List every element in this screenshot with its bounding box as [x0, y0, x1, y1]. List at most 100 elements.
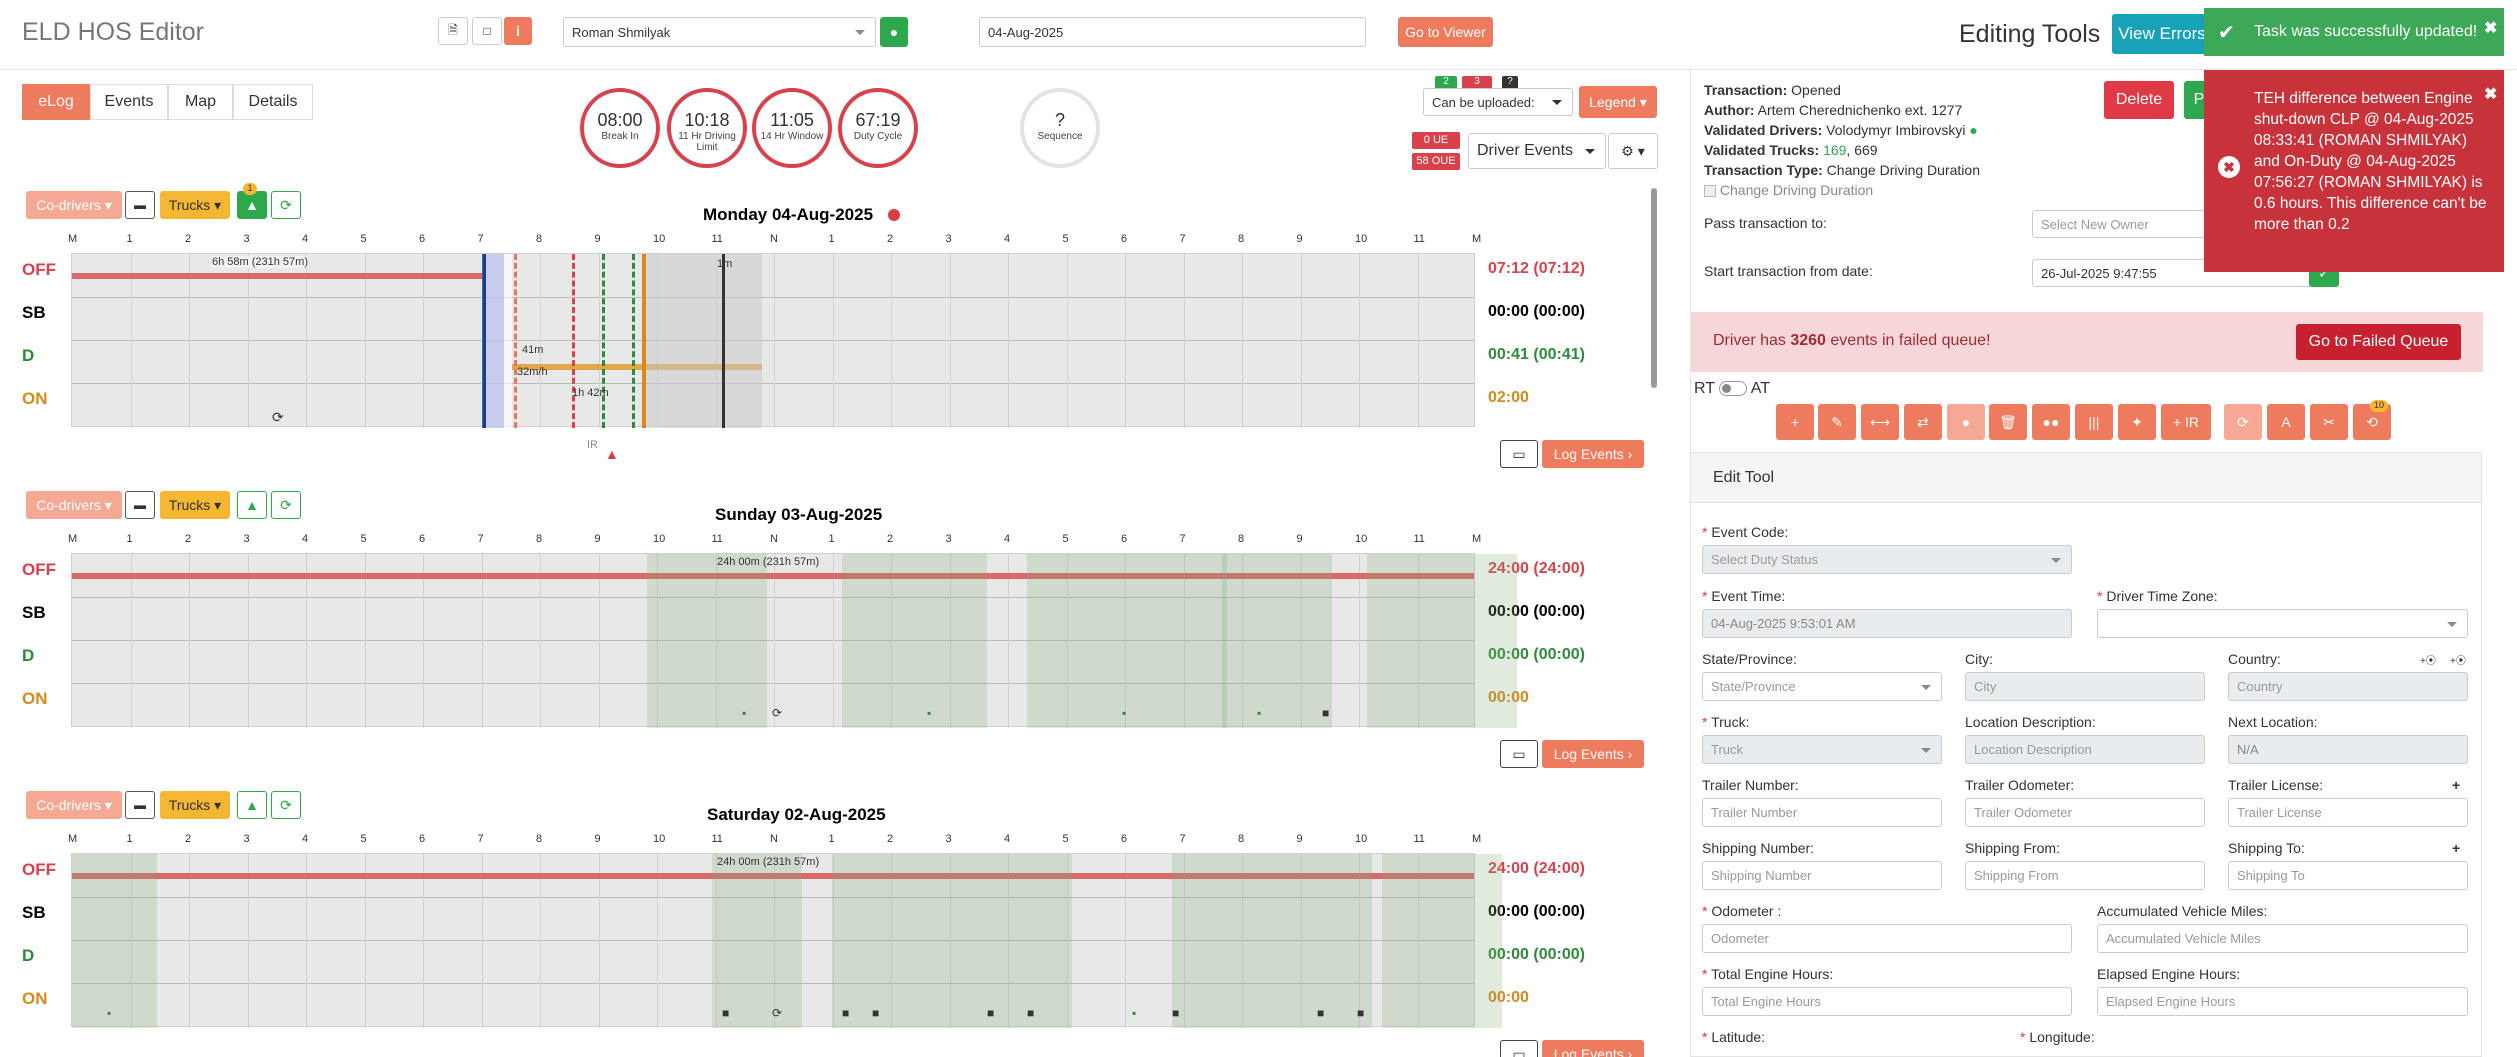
event-time-input[interactable]: 04-Aug-2025 9:53:01 AM: [1702, 609, 2072, 638]
ship-num-input[interactable]: Shipping Number: [1702, 861, 1942, 890]
columns-icon[interactable]: |||: [2075, 404, 2113, 440]
comment-icon[interactable]: ▭: [1500, 440, 1538, 468]
co-drivers-button[interactable]: Co-drivers ▾: [26, 791, 122, 819]
trash-icon[interactable]: 🗑: [1989, 404, 2027, 440]
refresh-icon[interactable]: ⟳: [271, 791, 301, 819]
go-to-failed-queue-button[interactable]: Go to Failed Queue: [2296, 324, 2461, 360]
trailer-odo-input[interactable]: Trailer Odometer: [1965, 798, 2205, 827]
trucks-button[interactable]: Trucks ▾: [160, 791, 230, 819]
truck-icon[interactable]: ▬: [125, 491, 155, 519]
log-grid[interactable]: 24h 00m (231h 57m) ▪ ■ ⟳ ■ ■ ■ ■ ▪ ■ ■ ■: [71, 853, 1502, 1028]
log-events-button[interactable]: Log Events ›: [1542, 1040, 1644, 1057]
text-format-icon[interactable]: A: [2267, 404, 2305, 440]
comment-icon[interactable]: ▭: [1500, 740, 1538, 768]
toggle-switch[interactable]: [1719, 381, 1748, 397]
hour-label: 11: [1413, 833, 1425, 845]
truck-icon[interactable]: ▬: [125, 791, 155, 819]
event-code-input[interactable]: Select Duty Status: [1702, 545, 2072, 574]
driver-select[interactable]: Roman Shmilyak: [563, 17, 876, 47]
hour-label: 7: [1179, 533, 1186, 545]
trailer-num-input[interactable]: Trailer Number: [1702, 798, 1942, 827]
co-drivers-button[interactable]: Co-drivers ▾: [26, 491, 122, 519]
truck-icon: ▪: [107, 1006, 112, 1020]
hour-label: 6: [1121, 533, 1128, 545]
date-input[interactable]: 04-Aug-2025: [979, 17, 1366, 47]
truck-icon[interactable]: ▬: [125, 191, 155, 219]
teh-input[interactable]: Total Engine Hours: [1702, 987, 2072, 1016]
acc-input[interactable]: Accumulated Vehicle Miles: [2097, 924, 2468, 953]
refresh-icon[interactable]: ⟳: [2224, 404, 2262, 440]
edit-pencil-icon[interactable]: ✎: [1818, 404, 1856, 440]
truck-input[interactable]: Truck: [1702, 735, 1942, 764]
driver-car-icon[interactable]: ▲: [237, 191, 267, 219]
change-duration-checkbox[interactable]: [1704, 185, 1716, 198]
tab-details[interactable]: Details: [233, 84, 313, 120]
tab-elog[interactable]: eLog: [22, 84, 90, 120]
settings-gear-icon[interactable]: ⚙ ▾: [1608, 133, 1658, 169]
traileric-l-input[interactable]: Trailer License: [2228, 798, 2468, 827]
ship-to-input[interactable]: Shipping To: [2228, 861, 2468, 890]
status-label-d: D: [22, 346, 35, 365]
go-to-viewer-button[interactable]: Go to Viewer: [1398, 17, 1493, 47]
driver-events-select[interactable]: Driver Events: [1468, 133, 1606, 169]
note-icon[interactable]: □: [472, 17, 502, 45]
scissors-icon[interactable]: ✂: [2310, 404, 2348, 440]
tab-events[interactable]: Events: [90, 84, 168, 120]
refresh-icon[interactable]: ⟳: [271, 491, 301, 519]
add-trailer-icon[interactable]: +: [2452, 777, 2461, 793]
country-input[interactable]: Country: [2228, 672, 2468, 701]
vertical-scrollbar[interactable]: [1651, 188, 1657, 388]
total-off: 24:00 (24:00): [1488, 560, 1585, 577]
hour-label: 10: [653, 233, 666, 245]
legend-button[interactable]: Legend ▾: [1579, 86, 1657, 118]
can-be-uploaded-select[interactable]: Can be uploaded:: [1423, 88, 1573, 116]
odo-input[interactable]: Odometer: [1702, 924, 2072, 953]
locdesc-input[interactable]: Location Description: [1965, 735, 2205, 764]
tz-input[interactable]: [2097, 609, 2468, 638]
error-toast: ✖ TEH difference between Engine shut-dow…: [2204, 70, 2504, 272]
location-pin-2-icon[interactable]: +⦿: [2450, 656, 2466, 667]
truck-icon: ▪: [927, 706, 932, 720]
city-input[interactable]: City: [1965, 672, 2205, 701]
swap-icon[interactable]: ⇄: [1904, 404, 1942, 440]
user-icon[interactable]: ●: [880, 17, 908, 47]
comment-icon[interactable]: ▭: [1500, 1040, 1538, 1057]
log-grid[interactable]: 6h 58m (231h 57m) 41m 32m/h 1h 42m 1m IR ⟳ ▲: [71, 253, 1475, 462]
hour-label: 9: [594, 833, 601, 845]
add-icon[interactable]: +: [1776, 404, 1814, 440]
shift-icon[interactable]: ⟷: [1861, 404, 1899, 440]
tab-map[interactable]: Map: [168, 84, 233, 120]
delete-button[interactable]: Delete: [2104, 81, 2174, 119]
duty-cycle-clock: 67:19 Duty Cycle: [838, 88, 918, 168]
camera-icon: ■: [1357, 1006, 1365, 1020]
trucks-button[interactable]: Trucks ▾: [160, 191, 230, 219]
ship-from-input[interactable]: Shipping From: [1965, 861, 2205, 890]
hour-label: 7: [1179, 233, 1186, 245]
eeh-input[interactable]: Elapsed Engine Hours: [2097, 987, 2468, 1016]
driving-limit-clock: 10:18 11 Hr Driving Limit: [667, 88, 747, 168]
close-icon[interactable]: ✖: [2484, 20, 2498, 37]
doc-icon[interactable]: 🗎: [438, 17, 468, 45]
view-errors-button[interactable]: View Errors: [2112, 14, 2212, 54]
log-events-button[interactable]: Log Events ›: [1542, 740, 1644, 768]
state-label-text: State/Province:: [1702, 651, 1797, 667]
trucks-button[interactable]: Trucks ▾: [160, 491, 230, 519]
person-icon[interactable]: ●: [1947, 404, 1985, 440]
driver-car-icon[interactable]: ▲: [237, 791, 267, 819]
state-input[interactable]: State/Province: [1702, 672, 1942, 701]
close-icon[interactable]: ✖: [2484, 86, 2498, 103]
rt-at-toggle[interactable]: RT AT: [1694, 380, 1770, 398]
refresh-icon[interactable]: ⟳: [271, 191, 301, 219]
add-ir-button[interactable]: + IR: [2161, 404, 2211, 440]
log-grid[interactable]: 24h 00m (231h 57m) ▪ ⟳ ▪ ▪ ▪ ■: [71, 553, 1517, 728]
driver-car-icon[interactable]: ▲: [237, 491, 267, 519]
group-icon[interactable]: ●●: [2032, 404, 2070, 440]
add-shipping-icon[interactable]: +: [2452, 840, 2461, 856]
co-drivers-button[interactable]: Co-drivers ▾: [26, 191, 122, 219]
location-pin-icon[interactable]: +⦿: [2420, 656, 2436, 667]
next-input[interactable]: N/A: [2228, 735, 2468, 764]
clock-value: 11:05: [770, 110, 814, 130]
info-icon[interactable]: i: [504, 17, 532, 45]
magic-wand-icon[interactable]: ✦: [2118, 404, 2156, 440]
log-events-button[interactable]: Log Events ›: [1542, 440, 1644, 468]
